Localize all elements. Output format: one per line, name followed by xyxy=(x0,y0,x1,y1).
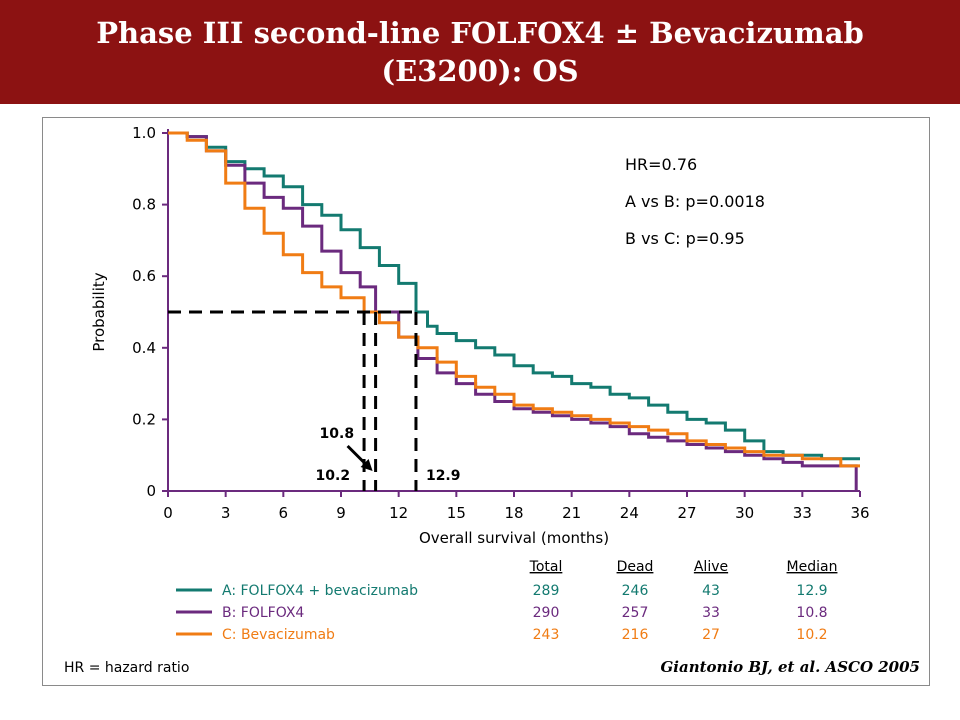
median-label-b: 10.8 xyxy=(320,426,355,442)
x-tick-label: 9 xyxy=(336,504,346,522)
x-tick-label: 0 xyxy=(163,504,173,522)
x-tick-label: 18 xyxy=(504,504,523,522)
median-label-a: 12.9 xyxy=(426,468,461,484)
table-cell: 216 xyxy=(622,627,649,643)
table-cell: 27 xyxy=(702,627,720,643)
table-cell: 10.2 xyxy=(796,627,827,643)
survival-curve-series-2 xyxy=(168,131,858,491)
table-header: Dead xyxy=(617,559,654,575)
x-tick-label: 27 xyxy=(677,504,696,522)
x-tick-label: 6 xyxy=(279,504,289,522)
y-tick-label: 0.8 xyxy=(132,196,156,214)
slide-title-line-2: (E3200): OS xyxy=(381,54,579,88)
x-tick-label: 36 xyxy=(850,504,869,522)
x-tick-label: 3 xyxy=(221,504,231,522)
legend-label: C: Bevacizumab xyxy=(222,627,335,643)
table-cell: 243 xyxy=(533,627,560,643)
x-tick-label: 12 xyxy=(389,504,408,522)
table-header: Median xyxy=(787,559,838,575)
citation: Giantonio BJ, et al. ASCO 2005 xyxy=(660,658,920,676)
table-cell: 33 xyxy=(702,605,720,621)
median-label-c: 10.2 xyxy=(316,468,351,484)
stats-annotation: HR=0.76 xyxy=(625,155,697,174)
x-tick-label: 24 xyxy=(620,504,639,522)
x-tick-label: 15 xyxy=(447,504,466,522)
x-tick-label: 33 xyxy=(793,504,812,522)
table-cell: 257 xyxy=(622,605,649,621)
survival-curve-series-1 xyxy=(168,131,860,461)
survival-curve-series-3 xyxy=(168,131,860,468)
x-axis-label: Overall survival (months) xyxy=(419,529,609,547)
table-header: Alive xyxy=(694,559,728,575)
table-cell: 12.9 xyxy=(796,583,827,599)
x-tick-label: 21 xyxy=(562,504,581,522)
y-tick-label: 1.0 xyxy=(132,124,156,142)
table-header: Total xyxy=(529,559,563,575)
table-cell: 10.8 xyxy=(796,605,827,621)
y-tick-label: 0 xyxy=(146,482,156,500)
median-arrow-head xyxy=(360,459,373,471)
title-bar: Phase III second-line FOLFOX4 ± Bevacizu… xyxy=(0,0,960,104)
table-cell: 43 xyxy=(702,583,720,599)
y-tick-label: 0.2 xyxy=(132,410,156,428)
table-cell: 290 xyxy=(533,605,560,621)
legend-label: B: FOLFOX4 xyxy=(222,605,304,621)
x-tick-label: 30 xyxy=(735,504,754,522)
stats-annotation: B vs C: p=0.95 xyxy=(625,229,745,248)
table-cell: 289 xyxy=(533,583,560,599)
y-tick-label: 0.4 xyxy=(132,339,156,357)
y-tick-label: 0.6 xyxy=(132,267,156,285)
slide-title-line-1: Phase III second-line FOLFOX4 ± Bevacizu… xyxy=(96,16,864,50)
table-cell: 246 xyxy=(622,583,649,599)
stats-annotation: A vs B: p=0.0018 xyxy=(625,192,765,211)
y-axis-label: Probability xyxy=(90,272,108,351)
footnote: HR = hazard ratio xyxy=(64,660,190,676)
legend-label: A: FOLFOX4 + bevacizumab xyxy=(222,583,418,599)
